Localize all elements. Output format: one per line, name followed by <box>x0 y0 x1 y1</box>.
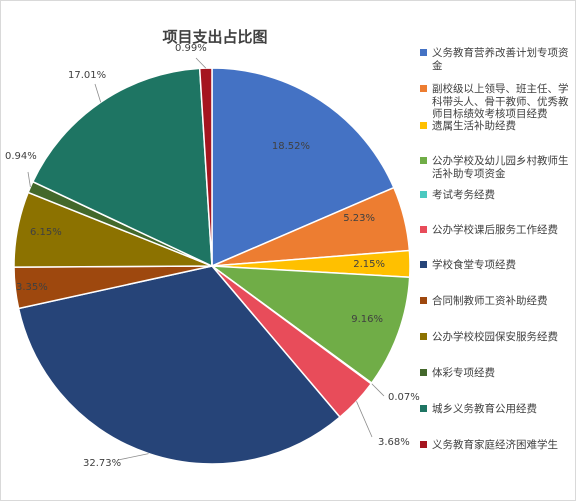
legend-label: 遗属生活补助经费 <box>432 120 516 132</box>
data-label: 3.35% <box>16 282 48 293</box>
legend-label: 学校食堂专项经费 <box>432 259 516 271</box>
legend-label: 公办学校及幼儿园乡村教师生活补助专项资金 <box>432 155 569 180</box>
leader-line <box>94 83 102 103</box>
legend-swatch <box>420 226 427 233</box>
leader-line <box>371 383 385 397</box>
data-label: 9.16% <box>351 314 383 325</box>
legend-swatch <box>420 122 427 129</box>
leader-line <box>195 57 207 69</box>
leader-line <box>117 453 149 461</box>
legend-swatch <box>420 297 427 304</box>
pie-slice <box>17 265 342 465</box>
legend-swatch <box>420 191 427 198</box>
legend-label: 城乡义务教育公用经费 <box>432 403 537 415</box>
legend-item: 义务教育家庭经济困难学生 <box>420 439 572 452</box>
legend-label: 义务教育家庭经济困难学生 <box>432 439 558 451</box>
legend-label: 考试考务经费 <box>432 189 495 201</box>
data-label: 2.15% <box>353 259 385 270</box>
legend-item: 体彩专项经费 <box>420 367 572 380</box>
legend-swatch <box>420 333 427 340</box>
legend-item: 遗属生活补助经费 <box>420 120 572 133</box>
legend-item: 公办学校及幼儿园乡村教师生活补助专项资金 <box>420 155 572 180</box>
legend-label: 合同制教师工资补助经费 <box>432 295 548 307</box>
legend-swatch <box>420 441 427 448</box>
data-label: 0.94% <box>5 151 37 162</box>
legend-label: 公办学校课后服务工作经费 <box>432 224 558 236</box>
legend-label: 义务教育营养改善计划专项资金 <box>432 47 569 72</box>
leader-line <box>356 401 373 438</box>
legend-label: 体彩专项经费 <box>432 367 495 379</box>
data-label: 0.07% <box>388 392 420 403</box>
pie-slice <box>31 67 213 268</box>
pie-slice <box>209 265 411 385</box>
legend-item: 副校级以上领导、班主任、学科带头人、骨干教师、优秀教师目标绩效考核项目经费 <box>420 83 572 121</box>
legend-swatch <box>420 157 427 164</box>
legend-item: 学校食堂专项经费 <box>420 259 572 272</box>
legend-swatch <box>420 261 427 268</box>
data-label: 17.01% <box>68 70 106 81</box>
pie-slice <box>198 67 213 267</box>
legend-item: 公办学校校园保安服务经费 <box>420 331 572 344</box>
legend-item: 义务教育营养改善计划专项资金 <box>420 47 572 72</box>
data-label: 0.99% <box>175 43 207 54</box>
legend-item: 城乡义务教育公用经费 <box>420 403 572 416</box>
data-label: 6.15% <box>30 227 62 238</box>
data-label: 18.52% <box>272 141 310 152</box>
legend-swatch <box>420 49 427 56</box>
legend-swatch <box>420 85 427 92</box>
chart-title: 项目支出占比图 <box>162 28 268 46</box>
data-label: 32.73% <box>83 458 121 469</box>
data-label: 5.23% <box>343 213 375 224</box>
data-label: 3.68% <box>378 437 410 448</box>
legend-item: 考试考务经费 <box>420 189 572 202</box>
legend-swatch <box>420 369 427 376</box>
pie-slice <box>211 67 395 268</box>
leader-line <box>27 171 31 188</box>
legend-item: 合同制教师工资补助经费 <box>420 295 572 308</box>
legend-item: 公办学校课后服务工作经费 <box>420 224 572 237</box>
legend-label: 副校级以上领导、班主任、学科带头人、骨干教师、优秀教师目标绩效考核项目经费 <box>432 83 569 120</box>
legend-label: 公办学校校园保安服务经费 <box>432 331 558 343</box>
legend-swatch <box>420 405 427 412</box>
